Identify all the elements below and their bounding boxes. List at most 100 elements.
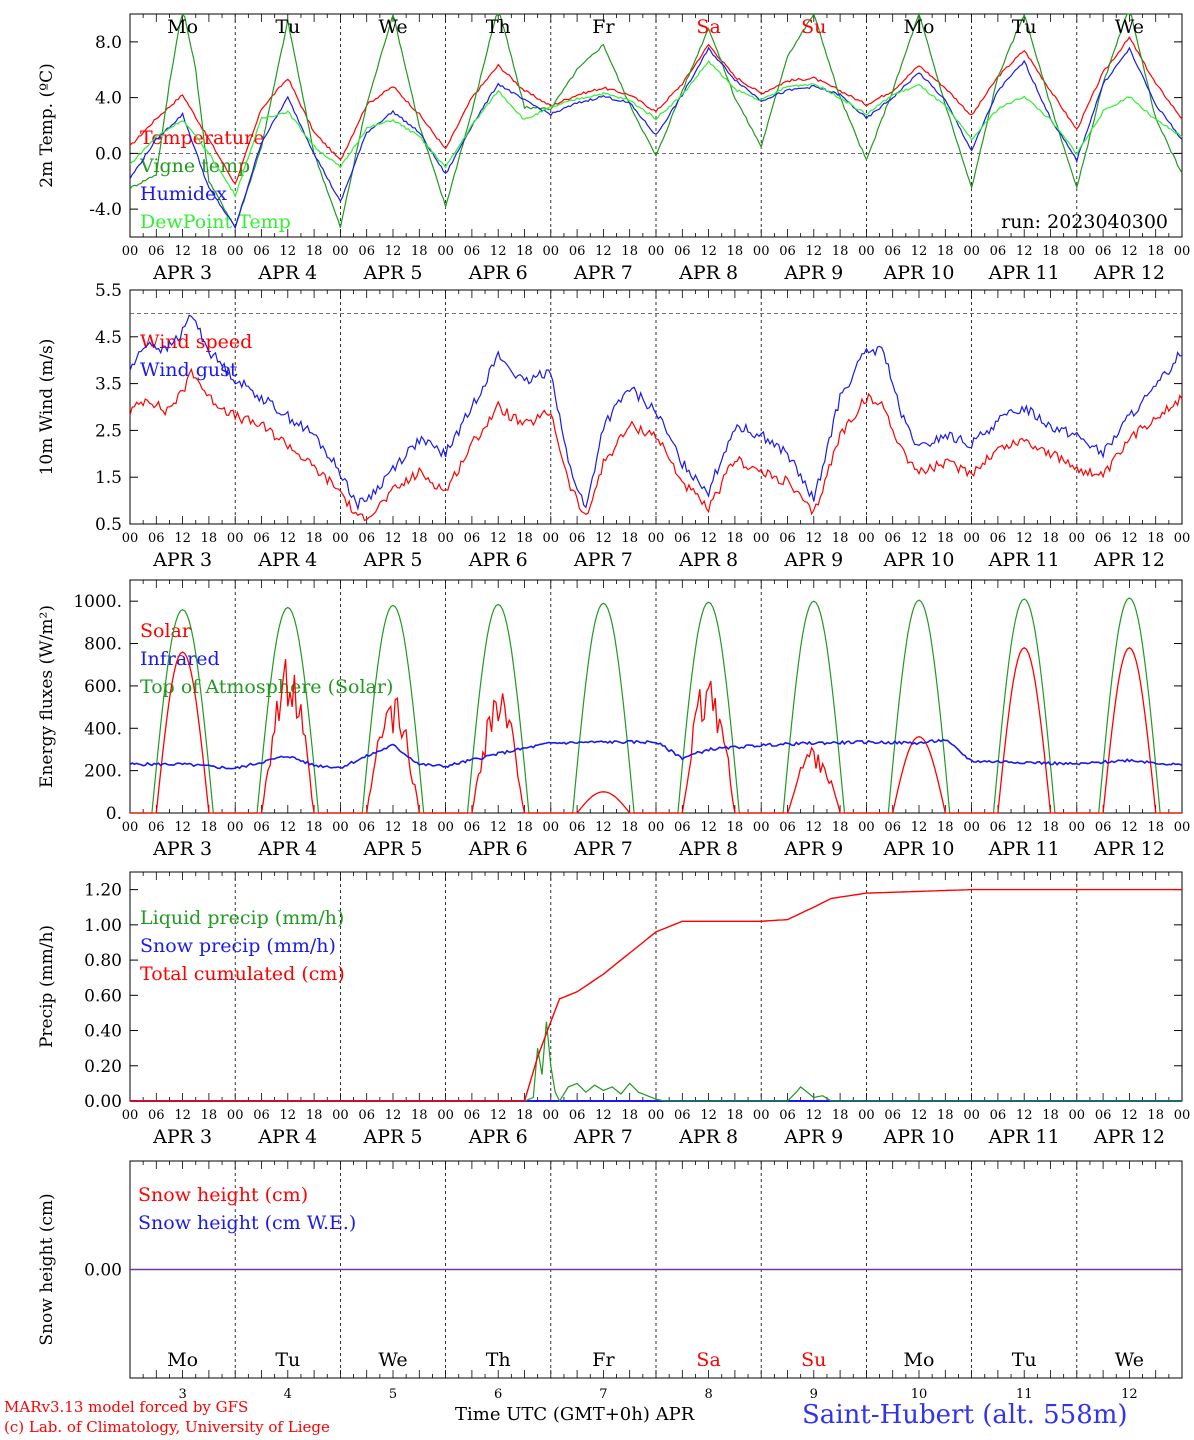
x-hour-label: 18 <box>727 1108 744 1123</box>
y-tick-label: 0.20 <box>84 1057 122 1077</box>
series-infrared <box>129 738 1183 770</box>
weekday-label: Tu <box>275 1349 300 1371</box>
x-day-label: APR 3 <box>152 262 212 284</box>
x-hour-label: 12 <box>911 820 928 835</box>
y-tick-label: 0.80 <box>84 951 122 971</box>
x-day-label: APR 11 <box>988 838 1060 860</box>
x-hour-label: 06 <box>358 531 375 546</box>
x-hour-label: 06 <box>148 244 165 259</box>
weekday-label: We <box>378 1349 407 1371</box>
footer-copyright: (c) Lab. of Climatology, University of L… <box>4 1418 330 1436</box>
x-hour-label: 12 <box>1016 1108 1033 1123</box>
x-hour-label: 18 <box>306 820 323 835</box>
series-total-cumulated <box>130 888 1182 1102</box>
x-day-label: APR 12 <box>1093 549 1165 571</box>
x-hour-label: 18 <box>306 244 323 259</box>
x-hour-label: 18 <box>937 1108 954 1123</box>
x-day-label: APR 3 <box>152 1126 212 1148</box>
x-hour-label: 12 <box>1121 1108 1138 1123</box>
x-hour-label: 18 <box>516 244 533 259</box>
x-hour-label: 12 <box>1016 820 1033 835</box>
x-hour-label: 12 <box>911 531 928 546</box>
x-hour-label: 12 <box>280 531 297 546</box>
x-hour-label: 18 <box>621 1108 638 1123</box>
x-day-label: APR 5 <box>363 838 423 860</box>
x-hour-label: 18 <box>1147 1108 1164 1123</box>
x-hour-label: 06 <box>569 820 586 835</box>
x-hour-label: 06 <box>358 244 375 259</box>
x-hour-label: 12 <box>280 820 297 835</box>
x-hour-label: 12 <box>385 531 402 546</box>
x-hour-label: 18 <box>1042 1108 1059 1123</box>
x-hour-label: 18 <box>516 820 533 835</box>
run-label: run: 2023040300 <box>1001 211 1168 233</box>
x-hour-label: 18 <box>411 1108 428 1123</box>
day-number-label: 4 <box>284 1387 292 1402</box>
x-hour-label: 00 <box>543 244 560 259</box>
x-hour-label: 12 <box>911 244 928 259</box>
legend-liquid-precip-mm-h-: Liquid precip (mm/h) <box>140 907 344 929</box>
x-hour-label: 18 <box>832 1108 849 1123</box>
legend-top-of-atmosphere-solar-: Top of Atmosphere (Solar) <box>140 676 393 698</box>
day-number-label: 9 <box>810 1387 818 1402</box>
x-hour-label: 18 <box>937 820 954 835</box>
x-hour-label: 18 <box>201 244 218 259</box>
x-day-label: APR 11 <box>988 549 1060 571</box>
weekday-label: We <box>378 16 407 38</box>
weekday-label: Th <box>486 16 511 38</box>
x-hour-label: 00 <box>753 531 770 546</box>
x-hour-label: 06 <box>1095 531 1112 546</box>
x-hour-label: 18 <box>1147 244 1164 259</box>
legend-wind-speed: Wind speed <box>140 331 252 353</box>
x-hour-label: 12 <box>595 820 612 835</box>
x-hour-label: 12 <box>700 244 717 259</box>
x-hour-label: 00 <box>122 820 139 835</box>
x-hour-label: 00 <box>227 531 244 546</box>
x-hour-label: 18 <box>1042 244 1059 259</box>
y-tick-label: -4.0 <box>89 200 122 220</box>
x-hour-label: 06 <box>464 820 481 835</box>
x-day-label: APR 10 <box>882 549 954 571</box>
x-hour-label: 06 <box>358 1108 375 1123</box>
x-hour-label: 00 <box>858 1108 875 1123</box>
y-tick-label: 1.20 <box>84 881 122 901</box>
x-day-label: APR 9 <box>783 262 843 284</box>
series-solar <box>130 647 1182 814</box>
x-hour-label: 06 <box>884 244 901 259</box>
y-tick-label: 1000. <box>73 592 122 612</box>
x-hour-label: 00 <box>1069 531 1086 546</box>
x-hour-label: 12 <box>911 1108 928 1123</box>
x-day-label: APR 5 <box>363 1126 423 1148</box>
x-hour-label: 06 <box>464 244 481 259</box>
y-axis-label: Energy fluxes (W/m²) <box>37 605 57 788</box>
x-day-label: APR 10 <box>882 262 954 284</box>
x-hour-label: 06 <box>1095 820 1112 835</box>
y-tick-label: 8.0 <box>95 33 122 53</box>
x-hour-label: 00 <box>122 1108 139 1123</box>
x-hour-label: 12 <box>700 820 717 835</box>
x-hour-label: 18 <box>201 820 218 835</box>
panel-1: 8.0 4.0 0.0 -4.0 2m Temp. (ºC) 00 06 12 18 APR 3 0… <box>37 12 1190 284</box>
footer-xlabel: Time UTC (GMT+0h) APR <box>455 1404 695 1425</box>
x-hour-label: 06 <box>990 1108 1007 1123</box>
x-hour-label: 06 <box>990 244 1007 259</box>
x-day-label: APR 8 <box>678 262 738 284</box>
x-hour-label: 12 <box>490 244 507 259</box>
x-hour-label: 18 <box>1147 820 1164 835</box>
panel-5: 0.00 Snow height (cm) Snow height (cm) Snow… <box>37 1160 1183 1402</box>
weekday-label: Sa <box>696 16 720 38</box>
series-dewpoint-temp <box>129 59 1183 199</box>
x-hour-label: 00 <box>648 531 665 546</box>
x-day-label: APR 8 <box>678 1126 738 1148</box>
x-hour-label: 00 <box>437 244 454 259</box>
x-hour-label: 00 <box>227 1108 244 1123</box>
x-hour-label: 06 <box>779 531 796 546</box>
x-day-label: APR 8 <box>678 838 738 860</box>
x-hour-label: 06 <box>884 820 901 835</box>
x-day-label: APR 4 <box>257 262 317 284</box>
x-hour-label: 06 <box>253 531 270 546</box>
y-tick-label: 0.00 <box>84 1261 122 1281</box>
x-hour-label: 18 <box>727 820 744 835</box>
day-number-label: 6 <box>494 1387 502 1402</box>
